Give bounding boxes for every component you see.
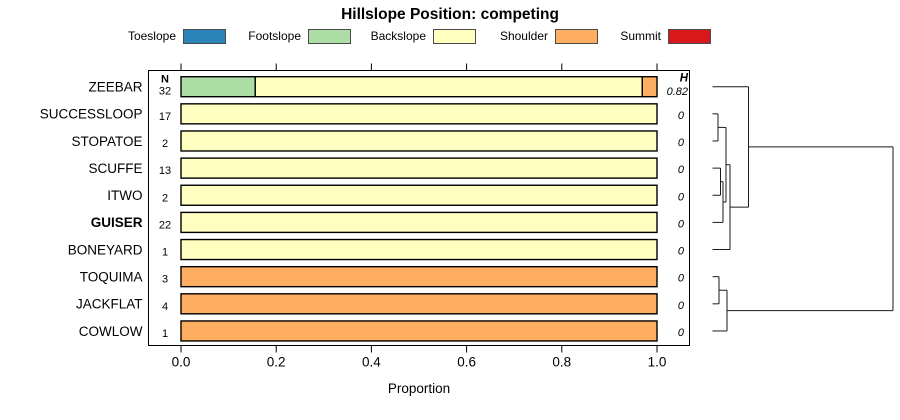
n-value: 4 [162,301,168,313]
bar-segment [254,75,643,98]
row-label: ITWO [107,188,142,203]
h-value: 0 [678,218,685,230]
legend-label: Footslope [248,29,301,43]
row-label: COWLOW [79,324,143,339]
x-tick-label: 0.0 [172,355,191,370]
x-tick-label: 0.6 [457,355,476,370]
row-label: BONEYARD [68,242,143,257]
x-tick-label: 1.0 [648,355,667,370]
h-value: 0 [678,327,685,339]
n-value: 1 [162,328,168,340]
plot-border [148,70,690,346]
n-value: 2 [162,192,168,204]
bar-segment [180,75,256,98]
n-value: 1 [162,247,168,259]
toeslope-swatch [183,28,226,44]
x-axis-title: Proportion [387,381,451,396]
legend-item-shoulder: Shoulder [405,27,598,45]
row-label: GUISER [91,215,143,230]
legend-label: Backslope [370,29,426,43]
row-label: JACKFLAT [76,297,143,312]
row-label: TOQUIMA [80,269,143,284]
x-tick-label: 0.8 [552,355,571,370]
legend-label: Toeslope [127,29,176,43]
h-column-header: H [680,73,689,85]
h-value: 0 [678,137,685,149]
legend-item-backslope: Backslope [283,27,476,45]
bar-segment [180,238,658,261]
row-label: STOPATOE [71,134,142,149]
bar-segment [180,211,658,234]
n-value: 13 [159,165,171,177]
h-value: 0 [678,300,685,312]
bar-segment [180,157,658,179]
shoulder-swatch [555,28,598,44]
n-column-header: N [161,74,169,86]
chart-title: Hillslope Position: competing [341,6,559,23]
h-value: 0.82 [667,86,688,98]
bar-segment [180,130,658,152]
legend-item-footslope: Footslope [158,27,351,45]
h-value: 0 [678,110,685,122]
legend-label: Shoulder [499,29,548,43]
n-value: 2 [162,138,168,150]
x-tick-label: 0.4 [362,355,381,370]
n-value: 17 [159,111,171,123]
backslope-swatch [433,28,476,44]
h-value: 0 [678,246,685,258]
bar-segment [180,103,658,125]
bar-segment [180,184,658,206]
h-value: 0 [678,164,685,176]
legend-item-summit: Summit [518,27,711,45]
h-value: 0 [678,273,685,285]
bar-segment [641,75,658,98]
legend-label: Summit [620,29,661,43]
row-label: SUCCESSLOOP [40,107,143,122]
footslope-swatch [308,28,351,44]
x-tick-label: 0.2 [267,355,286,370]
row-label: SCUFFE [89,161,143,176]
n-value: 3 [162,274,168,286]
summit-swatch [668,28,711,44]
bar-segment [180,293,658,315]
legend-item-toeslope: Toeslope [33,27,226,45]
n-value: 32 [159,86,171,98]
bar-segment [180,320,658,342]
bar-segment [180,265,658,288]
row-label: ZEEBAR [88,80,142,95]
n-value: 22 [159,219,171,231]
h-value: 0 [678,191,685,203]
